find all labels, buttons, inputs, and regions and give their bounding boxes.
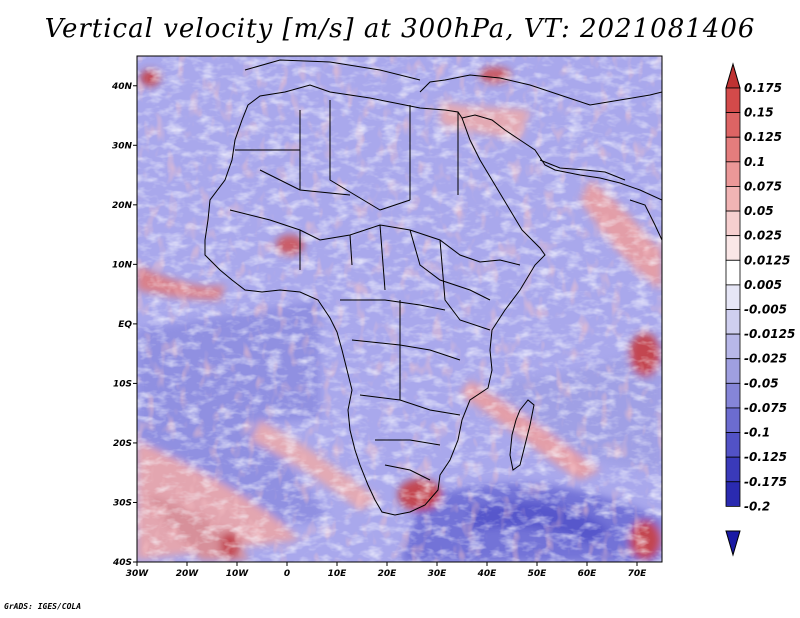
lon-tick-label: 10W bbox=[226, 569, 250, 579]
colorbar: 0.175 0.15 0.125 0.1 0.075 0.05 0.025 0.0125 0.0… bbox=[725, 62, 795, 557]
lat-tick-label: 10S bbox=[113, 379, 132, 389]
colorbar-label: -0.05 bbox=[744, 376, 779, 390]
chart-title: Vertical velocity [m/s] at 300hPa, VT: 2… bbox=[44, 14, 756, 44]
latitude-axis: 40N 30N 20N 10N EQ 10S 20S 30S 40S bbox=[111, 82, 137, 568]
colorbar-label: -0.025 bbox=[744, 352, 787, 366]
lon-tick-label: 60E bbox=[578, 569, 598, 579]
colorbar-swatch bbox=[725, 210, 741, 237]
colorbar-swatch bbox=[725, 112, 741, 138]
colorbar-label: -0.125 bbox=[744, 450, 787, 464]
lat-tick-label: 10N bbox=[112, 260, 133, 270]
lon-tick-label: 30E bbox=[428, 569, 448, 579]
colorbar-swatch bbox=[725, 136, 741, 163]
colorbar-swatch bbox=[725, 358, 741, 384]
lat-tick-label: 30N bbox=[112, 141, 133, 151]
lat-tick-label: 30S bbox=[113, 498, 132, 508]
longitude-axis: 30W 20W 10W 0 10E 20E 30E 40E 50E 60E 70E bbox=[126, 562, 647, 579]
lat-tick-label: 40N bbox=[111, 82, 133, 92]
lon-tick-label: 20W bbox=[176, 569, 200, 579]
lon-tick-label: 10E bbox=[328, 569, 348, 579]
colorbar-swatch bbox=[725, 432, 741, 458]
colorbar-label: 0.075 bbox=[744, 179, 782, 193]
colorbar-label: 0.005 bbox=[744, 278, 782, 292]
colorbar-label: 0.0125 bbox=[744, 253, 790, 267]
colorbar-label: -0.0125 bbox=[744, 327, 795, 341]
lon-tick-label: 70E bbox=[628, 569, 648, 579]
colorbar-swatch bbox=[725, 259, 741, 286]
colorbar-swatch bbox=[725, 382, 741, 409]
lon-tick-label: 0 bbox=[284, 569, 290, 579]
colorbar-swatch bbox=[725, 309, 741, 335]
colorbar-swatch bbox=[725, 481, 741, 507]
lat-tick-label: 20S bbox=[113, 439, 132, 449]
coastlines-and-borders bbox=[204, 59, 662, 516]
lon-tick-label: 40E bbox=[477, 569, 498, 579]
colorbar-label: -0.2 bbox=[744, 499, 770, 513]
software-credit: GrADS: IGES/COLA bbox=[4, 602, 82, 611]
colorbar-swatch bbox=[725, 186, 741, 212]
colorbar-label: 0.15 bbox=[744, 106, 774, 120]
lon-tick-label: 30W bbox=[126, 569, 150, 579]
colorbar-bottom-arrow bbox=[725, 530, 741, 557]
colorbar-swatch bbox=[725, 284, 741, 310]
colorbar-swatch bbox=[725, 407, 741, 433]
colorbar-label: 0.1 bbox=[744, 155, 765, 169]
colorbar-label: -0.1 bbox=[744, 426, 770, 440]
colorbar-label: 0.025 bbox=[744, 229, 782, 243]
map-frame bbox=[136, 55, 663, 563]
colorbar-label: 0.125 bbox=[744, 130, 782, 144]
colorbar-label: 0.05 bbox=[744, 204, 774, 218]
colorbar-swatch bbox=[725, 333, 741, 360]
colorbar-top-arrow bbox=[725, 62, 741, 89]
lon-tick-label: 50E bbox=[528, 569, 548, 579]
colorbar-label: -0.175 bbox=[744, 475, 787, 489]
colorbar-swatch bbox=[725, 456, 741, 483]
colorbar-swatch bbox=[725, 235, 741, 261]
colorbar-swatch bbox=[725, 161, 741, 187]
colorbar-swatch bbox=[725, 87, 741, 114]
lat-tick-label: EQ bbox=[118, 320, 132, 330]
colorbar-label: -0.075 bbox=[744, 401, 787, 415]
lat-tick-label: 20N bbox=[112, 201, 133, 211]
colorbar-label: 0.175 bbox=[744, 81, 782, 95]
lat-tick-label: 40S bbox=[112, 558, 132, 568]
lon-tick-label: 20E bbox=[378, 569, 398, 579]
colorbar-label: -0.005 bbox=[744, 303, 787, 317]
